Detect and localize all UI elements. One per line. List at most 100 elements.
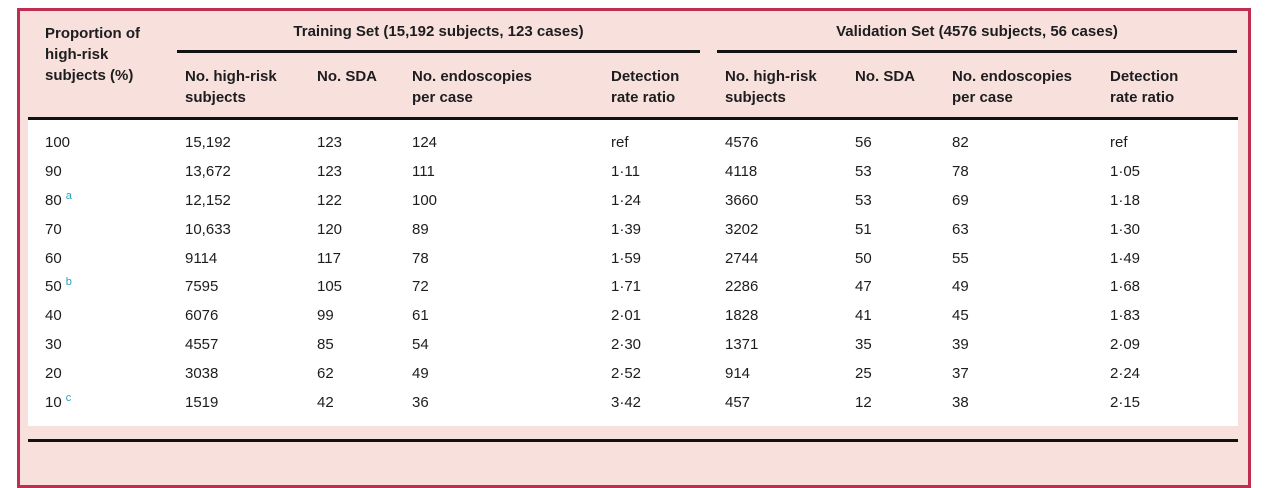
- table-cell: 47: [855, 278, 872, 296]
- table-cell: 1·49: [1110, 249, 1141, 267]
- column-header-validation-endoscopies: No. endoscopies per case: [952, 67, 1073, 106]
- table-cell: 124: [412, 134, 438, 152]
- table-cell: 4557: [185, 335, 219, 353]
- table-cell: 41: [855, 307, 872, 325]
- table-cell: 55: [952, 249, 969, 267]
- table-cell: 1371: [725, 335, 759, 353]
- table-cell-proportion: 20: [45, 365, 185, 382]
- table-cell: 85: [317, 335, 334, 353]
- table-row: 100 15,192 123 124 ref 4576 56 82 ref: [45, 129, 1238, 158]
- table-cell: 38: [952, 393, 969, 411]
- table-header: Proportion of high-risk subjects (%) Tra…: [20, 11, 1248, 111]
- proportion-value: 70: [45, 220, 62, 238]
- table-cell: 37: [952, 364, 969, 382]
- table-cell: 1·83: [1110, 307, 1141, 325]
- table-cell: 1·30: [1110, 220, 1141, 238]
- proportion-value: 90: [45, 163, 62, 181]
- table-cell-proportion: 50 b: [45, 276, 185, 295]
- table-cell: 3660: [725, 191, 759, 209]
- header-separator-rule: [28, 116, 1238, 120]
- table-row: 50 b 7595 105 72 1·71 2286 47 49 1·68: [45, 272, 1238, 301]
- table-cell: 117: [317, 249, 341, 267]
- table-cell: 4118: [725, 163, 758, 181]
- table-cell: 54: [412, 335, 429, 353]
- column-header-validation-sda: No. SDA: [855, 67, 915, 85]
- proportion-value: 20: [45, 364, 62, 382]
- table-cell-proportion: 100: [45, 134, 185, 151]
- table-cell: 3202: [725, 220, 759, 238]
- table-cell: 25: [855, 364, 872, 382]
- table-cell: 49: [952, 278, 969, 296]
- table-cell: 1519: [185, 393, 219, 411]
- table-bottom-rule: [28, 439, 1238, 443]
- table-cell: 2·24: [1110, 364, 1141, 382]
- table-cell: 3038: [185, 364, 219, 382]
- footnote-marker: b: [65, 276, 72, 289]
- table-cell: 111: [412, 163, 435, 181]
- table-cell: 36: [412, 393, 429, 411]
- table-cell: 99: [317, 307, 334, 325]
- table-cell: 72: [412, 278, 429, 296]
- table-cell: 89: [412, 220, 429, 238]
- table-cell: 45: [952, 307, 969, 325]
- table-cell: 35: [855, 335, 872, 353]
- table-cell: 13,672: [185, 163, 231, 181]
- table-cell: 50: [855, 249, 872, 267]
- table-cell: 2·09: [1110, 335, 1141, 353]
- table-cell-proportion: 30: [45, 336, 185, 353]
- table-cell: 78: [952, 163, 969, 181]
- table-cell: 56: [855, 134, 872, 152]
- table-row: 20 3038 62 49 2·52 914 25 37 2·24: [45, 359, 1238, 388]
- table-cell: 62: [317, 364, 334, 382]
- table-cell: 2·01: [611, 307, 642, 325]
- table-cell: 42: [317, 393, 334, 411]
- table-cell: 12: [855, 393, 872, 411]
- column-header-training-sda: No. SDA: [317, 67, 377, 85]
- table-cell: 69: [952, 191, 969, 209]
- table-cell: 15,192: [185, 134, 231, 152]
- table-row: 70 10,633 120 89 1·39 3202 51 63 1·30: [45, 215, 1238, 244]
- table-cell: 12,152: [185, 191, 231, 209]
- table-cell: 1·71: [611, 278, 642, 296]
- table-row: 40 6076 99 61 2·01 1828 41 45 1·83: [45, 301, 1238, 330]
- table-cell: 914: [725, 364, 751, 382]
- table-cell: 1·05: [1110, 163, 1141, 181]
- footnote-marker: c: [65, 391, 72, 404]
- table-cell: 1·68: [1110, 278, 1141, 296]
- table-cell: 53: [855, 191, 872, 209]
- table-cell: 457: [725, 393, 751, 411]
- table-cell: 100: [412, 191, 438, 209]
- table-cell: 3·42: [611, 393, 642, 411]
- table-row: 90 13,672 123 111 1·11 4118 53 78 1·05: [45, 157, 1238, 186]
- column-header-training-high-risk: No. high-risk subjects: [185, 67, 277, 106]
- column-header-proportion: Proportion of high-risk subjects (%): [45, 25, 140, 84]
- proportion-value: 10: [45, 393, 62, 411]
- table-cell: 82: [952, 134, 969, 152]
- table-cell: 9114: [185, 249, 218, 267]
- training-header-rule: [177, 50, 700, 53]
- table-cell: 1·18: [1110, 191, 1141, 209]
- table-cell: 78: [412, 249, 429, 267]
- validation-header-rule: [717, 50, 1237, 53]
- table-cell: 1·59: [611, 249, 642, 267]
- table-cell: 51: [855, 220, 872, 238]
- group-header-validation-label: Validation Set (4576 subjects, 56 cases): [836, 23, 1118, 40]
- table-cell: 7595: [185, 278, 219, 296]
- table-cell: 39: [952, 335, 969, 353]
- proportion-value: 100: [45, 134, 71, 152]
- table-cell-proportion: 90: [45, 163, 185, 180]
- table-cell: 123: [317, 163, 343, 181]
- table-body: 100 15,192 123 124 ref 4576 56 82 ref 90 13,672…: [28, 119, 1238, 427]
- footnote-marker: a: [65, 189, 72, 202]
- table-cell: 53: [855, 163, 872, 181]
- column-header-training-detection: Detection rate ratio: [611, 67, 680, 106]
- column-header-training-endoscopies: No. endoscopies per case: [412, 67, 533, 106]
- table-cell: 1·11: [611, 163, 640, 181]
- table-cell: 123: [317, 134, 343, 152]
- table-row: 30 4557 85 54 2·30 1371 35 39 2·09: [45, 330, 1238, 359]
- table-cell: 63: [952, 220, 969, 238]
- table-cell: ref: [1110, 134, 1128, 152]
- table-cell-proportion: 70: [45, 221, 185, 238]
- table-cell-proportion: 80 a: [45, 189, 185, 209]
- study-results-table: Proportion of high-risk subjects (%) Tra…: [17, 8, 1251, 488]
